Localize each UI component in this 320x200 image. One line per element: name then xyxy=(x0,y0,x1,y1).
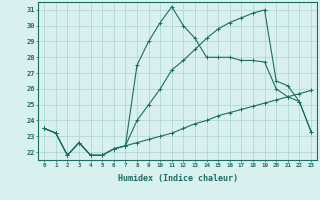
X-axis label: Humidex (Indice chaleur): Humidex (Indice chaleur) xyxy=(118,174,238,183)
